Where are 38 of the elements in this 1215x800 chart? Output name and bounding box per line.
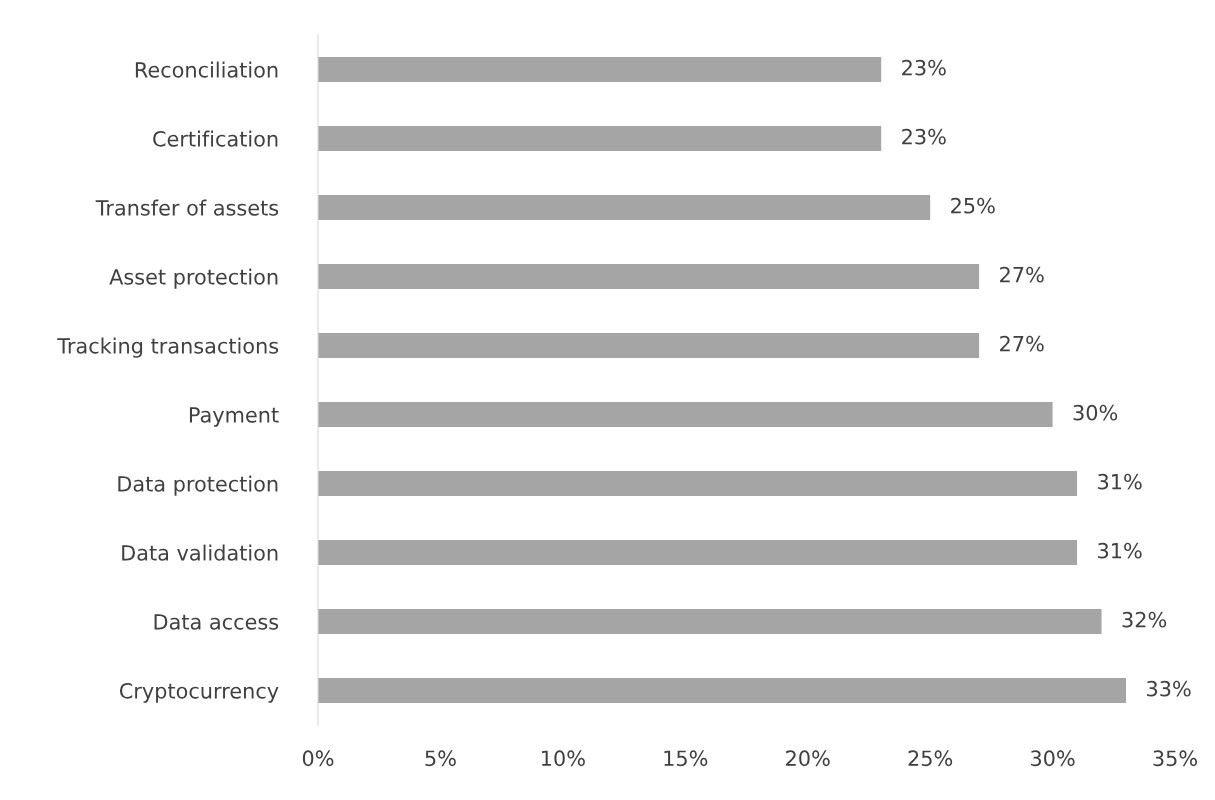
bar [318, 609, 1102, 634]
y-tick-label: Asset protection [109, 268, 278, 289]
data-label: 25% [951, 197, 995, 214]
y-tick-label: Transfer of assets [95, 199, 279, 216]
data-label: 23% [902, 59, 946, 76]
x-tick-label: 35% [1153, 750, 1197, 767]
data-label: 32% [1122, 611, 1167, 628]
data-label: 27% [1000, 335, 1044, 352]
bar [318, 333, 980, 358]
x-tick-label: 10% [541, 750, 585, 767]
data-label: 23% [902, 128, 946, 145]
bar [318, 540, 1078, 565]
y-tick-label: Data access [154, 614, 279, 630]
data-label: 30% [1073, 404, 1118, 421]
bar [318, 195, 931, 220]
y-tick-label: Data validation [122, 544, 278, 561]
data-label: 31% [1098, 473, 1142, 490]
bar [318, 402, 1053, 427]
y-tick-label: Tracking transactions [57, 337, 279, 358]
x-tick-label: 20% [786, 750, 830, 767]
y-tick-label: Certification [153, 130, 278, 147]
x-tick-label: 30% [1031, 750, 1075, 767]
bar [318, 678, 1127, 703]
data-label: 31% [1098, 542, 1142, 559]
y-tick-label: Cryptocurrency [119, 682, 279, 703]
x-tick-label: 5% [425, 750, 456, 767]
data-label: 27% [1000, 266, 1044, 283]
x-tick-label: 25% [908, 750, 953, 767]
bar [318, 126, 882, 151]
data-label: 33% [1147, 680, 1191, 697]
x-tick-label: 15% [664, 750, 708, 767]
bar [318, 471, 1078, 496]
y-tick-label: Data protection [118, 475, 278, 496]
y-tick-label: Payment [189, 407, 279, 427]
bar [318, 57, 882, 82]
x-tick-label: 0% [302, 750, 334, 767]
bar [318, 264, 980, 289]
y-tick-label: Reconciliation [135, 61, 278, 78]
